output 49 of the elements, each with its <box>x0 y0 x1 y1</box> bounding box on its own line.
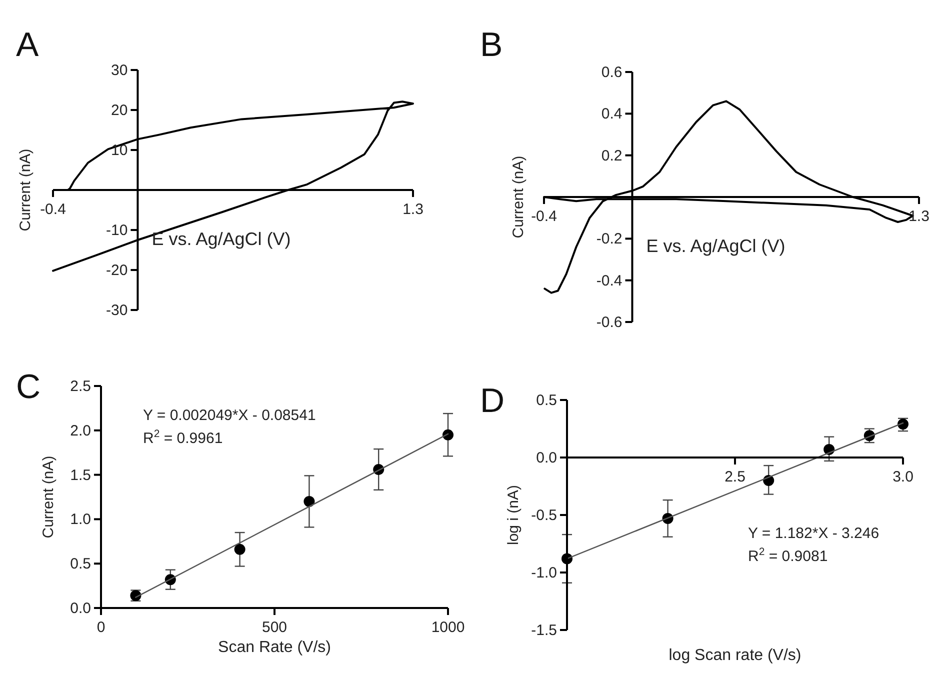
y-tick-label: 0.6 <box>601 64 622 81</box>
y-tick-label: -0.4 <box>596 272 622 290</box>
annotation: Y = 1.182*X - 3.246 <box>748 525 880 542</box>
y-tick-label: -0.6 <box>596 314 622 331</box>
annotation: Y = 0.002049*X - 0.08541 <box>143 407 316 424</box>
y-axis-title: Current (nA) <box>17 148 34 232</box>
y-tick-label: 0.0 <box>536 450 557 466</box>
x-axis-title: Scan Rate (V/s) <box>218 639 331 656</box>
y-tick-label: 1.5 <box>70 466 91 484</box>
point <box>234 544 246 555</box>
x-tick-label: 500 <box>262 619 288 636</box>
y-tick-label: 1.0 <box>70 511 91 528</box>
y-tick-label: 2.0 <box>70 422 91 440</box>
y-tick-label: 0.5 <box>536 392 557 409</box>
y-tick-label: -20 <box>106 262 128 279</box>
y-axis-title: Current (nA) <box>40 456 57 538</box>
x-tick-label: 1.3 <box>908 208 930 225</box>
annotation: R$^{2}$ = 0.9961 <box>143 428 223 447</box>
y-tick-label: 2.5 <box>70 378 91 395</box>
y-axis-title: log i (nA) <box>505 484 522 546</box>
y-tick-label: 0.2 <box>601 147 622 164</box>
y-tick-label: -1.5 <box>531 622 557 639</box>
y-tick-label: -30 <box>106 302 128 319</box>
y-tick-label: 0.5 <box>70 556 91 573</box>
point <box>442 429 454 440</box>
y-tick-label: -0.5 <box>531 507 557 524</box>
annotation: R$^{2}$ = 0.9081 <box>748 546 828 565</box>
y-axis-title: Current (nA) <box>510 156 527 238</box>
chart-title: A <box>16 26 39 64</box>
chart-title: D <box>480 382 505 420</box>
y-tick-label: -1.0 <box>531 564 557 582</box>
x-axis-title: E vs. Ag/AgCl (V) <box>152 229 291 249</box>
x-tick-label: 0 <box>96 619 106 636</box>
y-tick-label: -0.2 <box>596 230 622 248</box>
chart-title: B <box>480 26 503 64</box>
y-tick-label: 20 <box>111 102 128 119</box>
y-tick-label: 0.4 <box>601 106 622 123</box>
x-tick-label: -0.4 <box>40 201 66 218</box>
y-tick-label: -10 <box>106 222 128 239</box>
x-tick-label: 3.0 <box>892 468 914 486</box>
y-tick-label: 0.0 <box>70 600 91 617</box>
y-tick-label: 10 <box>111 142 128 159</box>
point <box>304 496 315 507</box>
x-tick-label: 1000 <box>431 619 465 636</box>
y-tick-label: 30 <box>111 62 128 79</box>
x-axis-title: E vs. Ag/AgCl (V) <box>646 236 786 256</box>
x-tick-label: 1.3 <box>402 201 424 218</box>
chart-title: C <box>16 368 41 406</box>
x-axis-title: log Scan rate (V/s) <box>668 647 802 664</box>
